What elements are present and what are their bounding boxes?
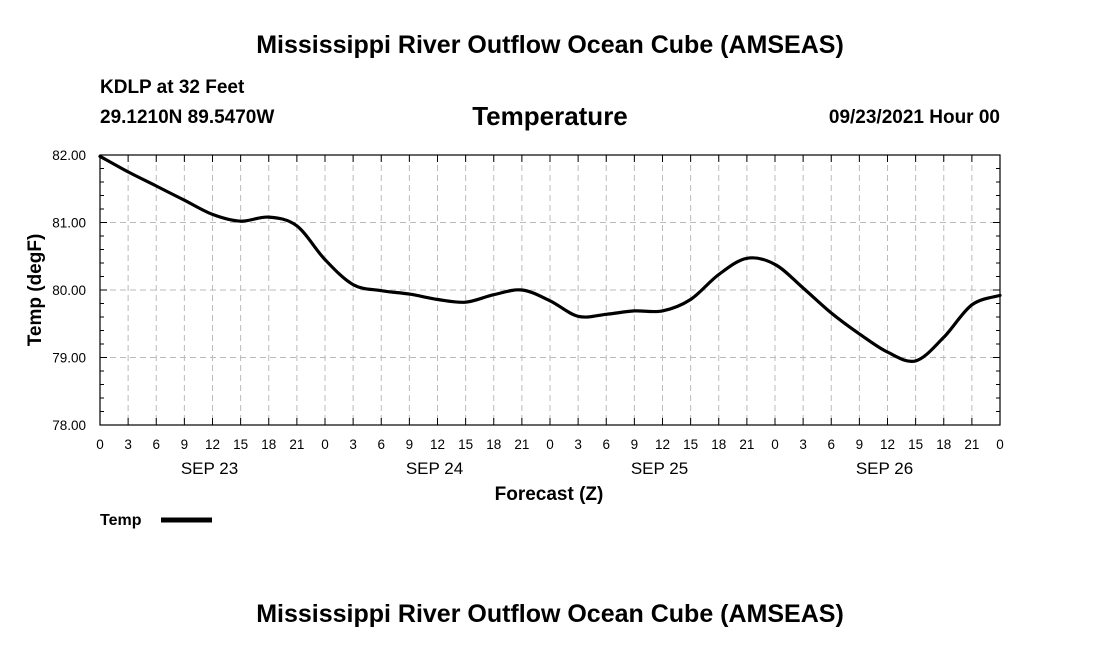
- x-tick-label: 6: [602, 437, 610, 452]
- x-tick-label: 0: [996, 437, 1004, 452]
- x-tick-label: 21: [289, 437, 304, 452]
- legend: Temp: [100, 512, 212, 529]
- y-axis-title: Temp (degF): [25, 234, 46, 347]
- x-tick-label: 12: [205, 437, 220, 452]
- x-tick-label: 12: [880, 437, 895, 452]
- x-axis-title: Forecast (Z): [495, 484, 604, 505]
- station-coordinates: 29.1210N 89.5470W: [100, 107, 275, 128]
- x-tick-label: 3: [124, 437, 132, 452]
- tick-labels: 0 3 6 9 12 15 18 21 0 3 6 9 12 15 18 21 0 3 6 9 12 15 18 21 0 3 6 9…: [52, 148, 1004, 478]
- station-label: KDLP at 32 Feet: [100, 77, 245, 98]
- x-tick-label: 6: [152, 437, 160, 452]
- series-line-temp: [98, 154, 1002, 363]
- x-tick-label: 3: [574, 437, 582, 452]
- x-tick-label: 15: [683, 437, 698, 452]
- x-tick-label: 9: [406, 437, 414, 452]
- x-day-label: SEP 24: [406, 459, 463, 478]
- forecast-date: 09/23/2021 Hour 00: [828, 107, 1000, 128]
- x-tick-label: 18: [261, 437, 276, 452]
- grid: [100, 155, 1000, 425]
- x-tick-label: 15: [233, 437, 248, 452]
- x-tick-label: 21: [964, 437, 979, 452]
- x-tick-label: 0: [546, 437, 554, 452]
- x-tick-label: 6: [377, 437, 385, 452]
- x-tick-label: 9: [181, 437, 189, 452]
- x-tick-label: 15: [908, 437, 923, 452]
- x-tick-label: 18: [486, 437, 501, 452]
- panel-title: Temperature: [472, 101, 628, 131]
- x-tick-label: 9: [856, 437, 864, 452]
- y-tick-label: 80.00: [52, 283, 86, 298]
- x-tick-label: 6: [827, 437, 835, 452]
- x-tick-label: 12: [430, 437, 445, 452]
- x-tick-label: 18: [936, 437, 951, 452]
- ticks: [99, 154, 1001, 426]
- x-tick-label: 0: [771, 437, 779, 452]
- x-tick-label: 0: [96, 437, 104, 452]
- x-tick-label: 3: [799, 437, 807, 452]
- x-tick-label: 21: [739, 437, 754, 452]
- x-tick-label: 3: [349, 437, 357, 452]
- x-day-label: SEP 26: [856, 459, 913, 478]
- x-tick-label: 18: [711, 437, 726, 452]
- x-tick-label: 9: [631, 437, 639, 452]
- x-tick-label: 0: [321, 437, 329, 452]
- x-day-label: SEP 25: [631, 459, 688, 478]
- x-day-label: SEP 23: [181, 459, 238, 478]
- x-tick-label: 15: [458, 437, 473, 452]
- legend-label: Temp: [100, 512, 142, 529]
- x-tick-label: 21: [514, 437, 529, 452]
- y-tick-label: 79.00: [52, 351, 86, 366]
- y-tick-label: 81.00: [52, 216, 86, 231]
- footer-title: Mississippi River Outflow Ocean Cube (AM…: [256, 600, 844, 628]
- chart-title: Mississippi River Outflow Ocean Cube (AM…: [256, 31, 844, 59]
- y-tick-label: 82.00: [52, 148, 86, 163]
- x-tick-label: 12: [655, 437, 670, 452]
- y-tick-label: 78.00: [52, 418, 86, 433]
